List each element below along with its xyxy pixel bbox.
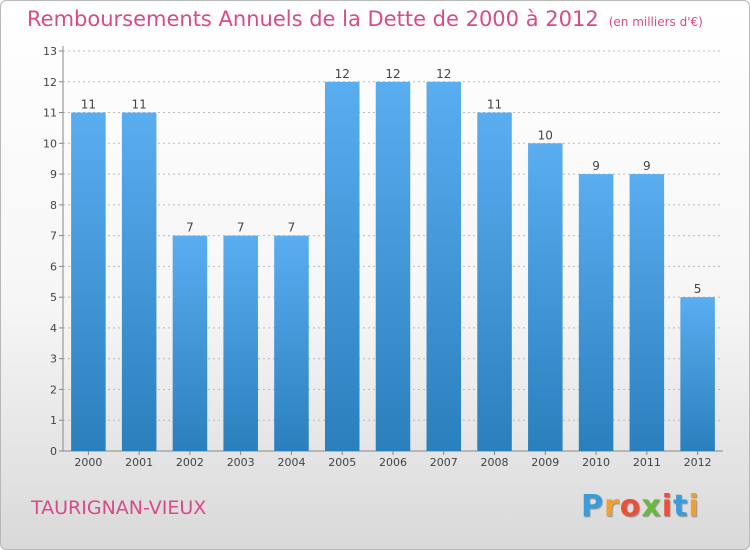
logo-letter: t	[673, 489, 689, 524]
data-labels: 11 11 7 7 7 12 12 12 11 10 9 9 5	[81, 67, 702, 296]
y-tick-label: 7	[50, 230, 57, 243]
x-tick-label-2012: 2012	[684, 456, 712, 469]
bar-2010	[578, 174, 614, 452]
y-tick-label: 2	[50, 383, 57, 396]
logo-letter: r	[604, 489, 620, 524]
data-label-2012: 5	[694, 282, 702, 296]
bar-2012	[680, 297, 715, 451]
bars	[71, 81, 715, 452]
x-tick-label-2008: 2008	[481, 456, 509, 469]
bar-2006	[375, 81, 411, 452]
y-tick-label: 5	[50, 291, 57, 304]
y-tick-label: 11	[43, 107, 57, 120]
x-tick-label-2011: 2011	[633, 456, 661, 469]
bar-2000	[71, 112, 106, 452]
y-tick-label: 3	[50, 353, 57, 366]
data-label-2005: 12	[335, 67, 350, 81]
data-label-2007: 12	[436, 67, 451, 81]
bar-2001	[121, 112, 157, 452]
bar-2003	[223, 235, 258, 451]
x-tick-label-2005: 2005	[328, 456, 356, 469]
logo-letter: i	[661, 489, 674, 524]
data-label-2010: 9	[592, 159, 600, 173]
logo-letter: o	[619, 489, 642, 524]
x-tick-label-2004: 2004	[277, 456, 305, 469]
y-tick-label: 6	[50, 260, 57, 273]
x-tick-label-2006: 2006	[379, 456, 407, 469]
y-tick-label: 9	[50, 168, 57, 181]
data-label-2004: 7	[288, 221, 296, 235]
data-label-2003: 7	[237, 221, 245, 235]
x-tick-label-2002: 2002	[176, 456, 204, 469]
x-tick-label-2000: 2000	[74, 456, 102, 469]
data-label-2002: 7	[186, 221, 194, 235]
y-tick-label: 1	[50, 414, 57, 427]
bar-2009	[528, 143, 563, 452]
x-tick-labels: 2000 2001 2002 2003 2004 2005 2006 2007 2008 2009…	[74, 451, 712, 469]
x-tick-label-2001: 2001	[125, 456, 153, 469]
chart-title: Remboursements Annuels de la Dette de 20…	[27, 7, 703, 31]
commune-name: TAURIGNAN-VIEUX	[31, 497, 207, 519]
bar-2004	[274, 235, 309, 451]
bar-2011	[629, 174, 665, 452]
data-label-2008: 11	[487, 98, 502, 112]
data-label-2000: 11	[81, 98, 96, 112]
data-label-2006: 12	[385, 67, 400, 81]
x-tick-label-2010: 2010	[582, 456, 610, 469]
x-tick-label-2009: 2009	[531, 456, 559, 469]
proxiti-logo[interactable]: Proxiti	[581, 489, 700, 524]
bar-2007	[426, 81, 462, 452]
logo-letter: x	[641, 489, 662, 524]
bar-2008	[477, 112, 512, 452]
chart-title-text: Remboursements Annuels de la Dette de 20…	[27, 7, 599, 31]
x-tick-label-2003: 2003	[227, 456, 255, 469]
bar-2005	[324, 81, 360, 452]
y-tick-label: 12	[43, 76, 57, 89]
data-label-2011: 9	[643, 159, 651, 173]
y-tick-label: 13	[43, 45, 57, 58]
x-tick-label-2007: 2007	[430, 456, 458, 469]
logo-letter: P	[581, 489, 604, 524]
y-tick-label: 4	[50, 322, 57, 335]
data-label-2001: 11	[132, 98, 147, 112]
bar-2002	[172, 235, 208, 451]
y-tick-label: 8	[50, 199, 57, 212]
y-tick-label: 10	[43, 137, 57, 150]
y-tick-label: 0	[50, 445, 57, 458]
logo-letter: i	[688, 489, 700, 524]
chart-unit: (en milliers d'€)	[608, 15, 703, 29]
data-label-2009: 10	[538, 128, 553, 142]
